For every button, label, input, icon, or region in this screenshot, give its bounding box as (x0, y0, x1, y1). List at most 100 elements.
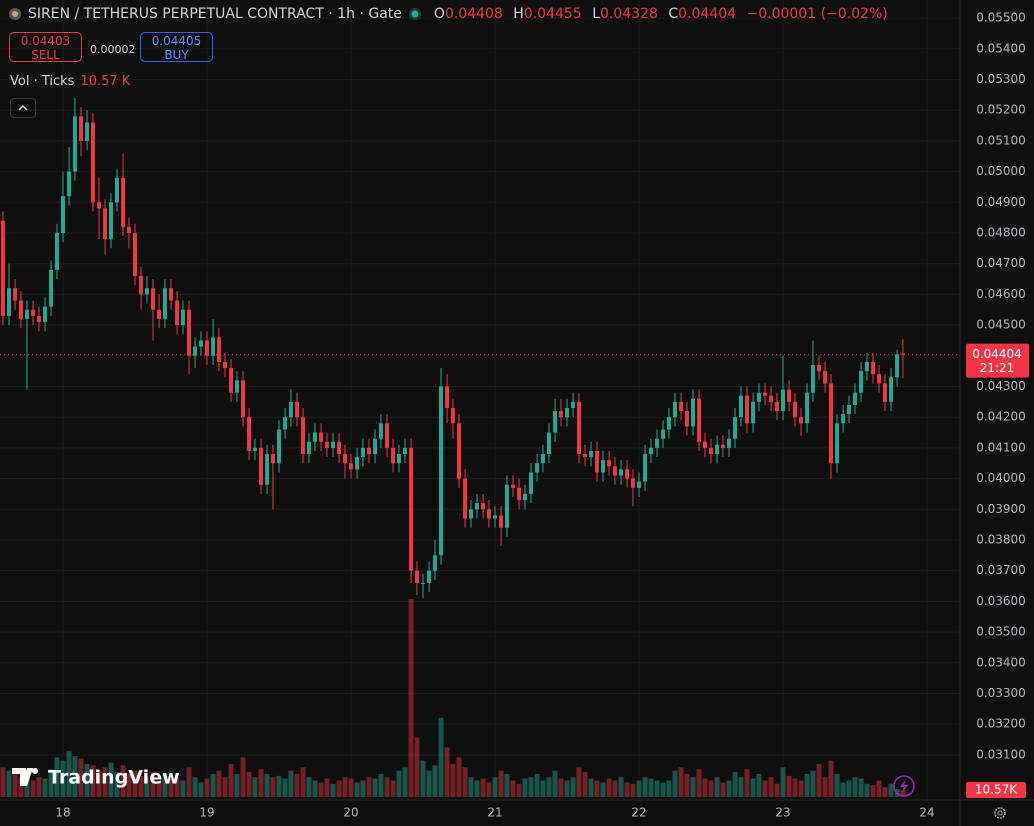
volume-bar (114, 771, 120, 797)
volume-bar (444, 747, 450, 797)
volume-bar (54, 757, 60, 797)
volume-bar (504, 773, 510, 797)
y-tick-label: 0.04800 (976, 226, 1026, 240)
candle-body (13, 288, 18, 301)
quick-action-button[interactable] (893, 775, 915, 797)
volume-label: 10.57K (975, 783, 1018, 797)
candle-body (540, 454, 545, 464)
volume-bar (144, 777, 150, 797)
ohlc-value: 0.04404 (678, 6, 737, 22)
volume-bar (474, 780, 480, 797)
volume-bar (336, 780, 342, 797)
candle-body (547, 432, 552, 455)
x-tick-label: 23 (775, 806, 790, 820)
y-tick-label: 0.04600 (976, 287, 1026, 301)
candle-body (583, 454, 588, 458)
candle-body (31, 309, 36, 316)
volume-bar (618, 777, 624, 797)
candle-body (378, 423, 383, 439)
candle-body (277, 429, 282, 464)
candle-body (630, 478, 635, 488)
candle-body (115, 177, 120, 203)
candle-body (774, 401, 779, 412)
y-tick-label: 0.05400 (976, 41, 1026, 55)
last-price-label: 0.04404 (972, 347, 1022, 361)
y-tick-label: 0.04200 (976, 410, 1026, 424)
volume-bar (228, 764, 234, 797)
buy-button[interactable]: 0.04405 BUY (140, 32, 213, 62)
candle-body (409, 447, 414, 571)
y-tick-label: 0.03400 (976, 655, 1026, 669)
candle-body (877, 374, 882, 384)
candle-body (745, 395, 750, 424)
candle-body (175, 300, 180, 326)
candle-body (367, 447, 372, 455)
settings-button[interactable] (994, 807, 1006, 819)
volume-bar (564, 780, 570, 797)
volume-bar (852, 777, 858, 797)
candle-body (90, 122, 95, 203)
candle-body (139, 275, 144, 295)
ohlc-key: H (513, 6, 524, 22)
candle-body (792, 401, 797, 418)
collapse-button[interactable] (10, 98, 36, 118)
candle-body (679, 401, 684, 412)
candle-body (157, 309, 162, 319)
candle-body (421, 582, 426, 584)
volume-bar (0, 767, 6, 797)
volume-bar (672, 770, 678, 797)
volume-bar (588, 778, 594, 797)
ohlc-key: O (433, 6, 445, 22)
volume-bar (606, 778, 612, 797)
candle-body (313, 432, 318, 442)
ohlc-value: 0.04455 (523, 6, 582, 22)
volume-bar (6, 770, 12, 797)
candle-body (306, 441, 311, 455)
candle-body (619, 469, 624, 476)
volume-bar (708, 780, 714, 797)
candle-body (558, 411, 563, 418)
volume-bar (330, 783, 336, 797)
candle-body (889, 377, 894, 402)
volume-bar (108, 762, 114, 797)
candle-body (385, 423, 390, 448)
volume-bar (180, 780, 186, 797)
candle-body (25, 309, 30, 319)
candle-body (799, 417, 804, 424)
volume-bar (288, 770, 294, 797)
y-tick-label: 0.03800 (976, 532, 1026, 546)
ohlc: O0.04408 H0.04455 L0.04328 C0.04404 −0.0… (428, 6, 888, 22)
volume-bar (132, 770, 138, 797)
button-ring (893, 775, 915, 797)
candle-body (223, 361, 228, 369)
candle-body (571, 401, 576, 408)
volume-bar (162, 773, 168, 797)
volume-bar (36, 777, 42, 797)
candle-body (529, 472, 534, 494)
volume-bar (804, 773, 810, 797)
candle-body (342, 454, 347, 464)
y-tick-label: 0.03300 (976, 686, 1026, 700)
candle-body (259, 447, 264, 485)
candle-body (445, 386, 450, 408)
volume-bar (42, 778, 48, 797)
candle-body (67, 171, 72, 197)
ohlc-key: L (592, 6, 600, 22)
candle-body (283, 417, 288, 430)
volume-bar (636, 780, 642, 797)
volume-bar (594, 780, 600, 797)
candle-body (817, 365, 822, 372)
candle-body (625, 469, 630, 479)
volume-legend: Vol · Ticks 10.57 K (10, 74, 130, 89)
candle-body (337, 441, 342, 455)
candle-body (187, 309, 192, 356)
volume-bar (816, 764, 822, 797)
volume-bar (468, 777, 474, 797)
sell-button[interactable]: 0.04403 SELL (9, 32, 82, 62)
volume-bar (12, 773, 18, 797)
candle-body (396, 454, 401, 464)
volume-bar (552, 770, 558, 797)
candle-body (252, 447, 257, 451)
bolt (900, 779, 908, 793)
candle-body (823, 371, 828, 384)
